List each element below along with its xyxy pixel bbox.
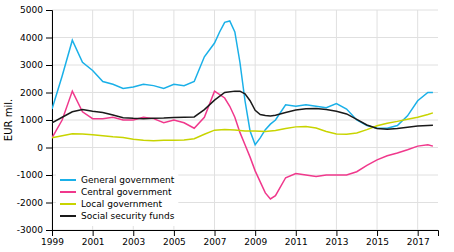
grid — [52, 10, 438, 230]
tick: 2017 — [407, 230, 430, 247]
axis-line — [53, 231, 439, 237]
legend-label: General government — [81, 175, 175, 185]
grid-line — [52, 65, 438, 66]
tick: 2013 — [325, 230, 348, 247]
tick-label: 1999 — [41, 237, 64, 247]
grid-line — [52, 10, 438, 11]
tick: 4000 — [20, 33, 52, 43]
tick-label: 2017 — [407, 237, 430, 247]
tick-label: 2001 — [82, 237, 105, 247]
tick: 1000 — [20, 115, 52, 125]
tick-label: 2003 — [122, 237, 145, 247]
legend-item: Social security funds — [60, 211, 175, 221]
tick-label: -2000 — [17, 198, 43, 208]
tick-label: -1000 — [17, 170, 43, 180]
tick-label: 4000 — [20, 33, 43, 43]
tick-label: 2005 — [163, 237, 186, 247]
tick-label: 3000 — [20, 60, 43, 70]
y-axis-title: EUR mil. — [3, 99, 14, 141]
legend-item: General government — [60, 175, 175, 185]
tick-mark — [46, 93, 52, 94]
grid-line — [52, 147, 438, 148]
tick: 2000 — [20, 88, 52, 98]
x-axis: 1999 2001 2003 2005 2007 2009 2011 2013 2015 2017 — [41, 230, 438, 247]
tick-mark — [174, 230, 175, 236]
grid-line — [52, 37, 438, 38]
tick-label: 2000 — [20, 88, 43, 98]
legend-background — [56, 170, 178, 226]
tick-mark — [255, 230, 256, 236]
grid-line — [52, 120, 438, 121]
y-axis: -3000 -2000 -1000 0 1000 2000 3000 4000 5000 — [17, 5, 53, 235]
tick: 2011 — [285, 230, 308, 247]
tick: 1999 — [41, 230, 64, 247]
legend-swatch — [60, 203, 76, 205]
tick-label: 2013 — [325, 237, 348, 247]
legend-swatch — [60, 179, 76, 181]
legend-label: Local government — [81, 199, 163, 209]
legend-item: Local government — [60, 199, 163, 209]
tick: 0 — [37, 143, 52, 153]
plot: 1999 2001 2003 2005 2007 2009 2011 2013 2015 2017… — [17, 5, 439, 247]
legend-swatch — [60, 191, 76, 193]
tick: 2015 — [366, 230, 389, 247]
legend-label: Central government — [81, 187, 172, 197]
grid-line — [52, 92, 438, 93]
tick-mark — [93, 230, 94, 236]
tick: 2005 — [163, 230, 186, 247]
tick-mark — [46, 148, 52, 149]
tick-mark — [46, 230, 52, 231]
tick: 5000 — [20, 5, 52, 15]
tick-mark — [46, 38, 52, 39]
legend-item: Central government — [60, 187, 172, 197]
tick: 2009 — [244, 230, 267, 247]
tick-mark — [46, 10, 52, 11]
tick: 2007 — [204, 230, 227, 247]
tick-label: 2011 — [285, 237, 308, 247]
tick-label: 0 — [37, 143, 43, 153]
tick-label: 2015 — [366, 237, 389, 247]
tick: 2003 — [122, 230, 145, 247]
legend: General government Central government Loca… — [56, 170, 178, 226]
series-line — [52, 91, 433, 199]
tick-mark — [377, 230, 378, 236]
tick: -1000 — [17, 170, 52, 180]
legend-swatch — [60, 215, 76, 217]
tick-mark — [46, 203, 52, 204]
tick-mark — [296, 230, 297, 236]
tick-label: 1000 — [20, 115, 43, 125]
tick: 2001 — [82, 230, 105, 247]
tick-mark — [215, 230, 216, 236]
legend-label: Social security funds — [81, 211, 175, 221]
chart: 1999 2001 2003 2005 2007 2009 2011 2013 2015 2017… — [0, 0, 454, 252]
tick-label: 5000 — [20, 5, 43, 15]
series-line — [52, 113, 433, 141]
tick-label: -3000 — [17, 225, 43, 235]
tick-mark — [418, 230, 419, 236]
tick-mark — [46, 120, 52, 121]
tick-label: 2009 — [244, 237, 267, 247]
tick-mark — [46, 65, 52, 66]
tick-mark — [46, 175, 52, 176]
axis-line — [46, 11, 53, 231]
tick: 3000 — [20, 60, 52, 70]
tick-label: 2007 — [204, 237, 227, 247]
series-line — [52, 91, 433, 129]
series-line — [52, 21, 433, 145]
tick-mark — [133, 230, 134, 236]
tick: -3000 — [17, 225, 52, 235]
tick: -2000 — [17, 198, 52, 208]
tick-mark — [336, 230, 337, 236]
